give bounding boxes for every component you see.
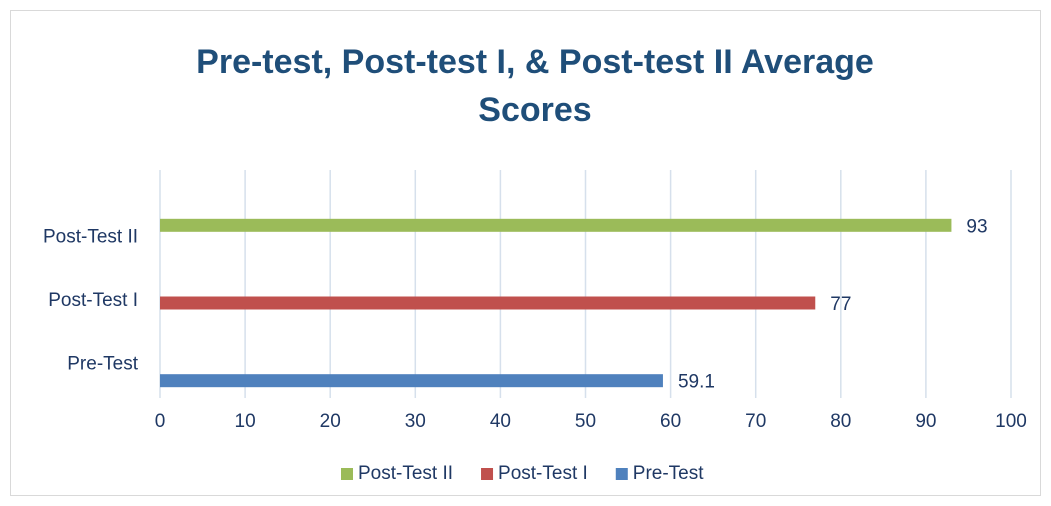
x-tick-label: 20 [320,411,341,432]
x-tick-label: 60 [660,411,681,432]
x-tick-label: 50 [575,411,596,432]
data-label: 77 [830,294,851,315]
data-label: 93 [966,216,987,237]
bar [160,374,663,388]
chart-border [10,10,1041,496]
bar [160,296,816,310]
x-tick-label: 80 [830,411,851,432]
chart-title: Pre-test, Post-test I, & Post-test II Av… [196,43,874,129]
data-label: 59.1 [678,372,715,393]
y-tick-label: Post-Test II [43,227,138,248]
legend-label: Pre-Test [633,463,704,484]
x-tick-label: 90 [915,411,936,432]
legend-label: Post-Test I [498,463,588,484]
bar [160,218,952,232]
x-tick-label: 0 [155,411,166,432]
y-tick-label: Pre-Test [67,353,138,374]
x-tick-label: 70 [745,411,766,432]
legend-label: Post-Test II [358,463,453,484]
y-tick-label: Post-Test I [48,290,138,311]
x-tick-label: 10 [235,411,256,432]
x-tick-label: 30 [405,411,426,432]
legend-swatch [341,468,353,480]
x-tick-label: 40 [490,411,511,432]
x-tick-label: 100 [995,411,1027,432]
legend-swatch [481,468,494,480]
legend-swatch [615,468,628,480]
